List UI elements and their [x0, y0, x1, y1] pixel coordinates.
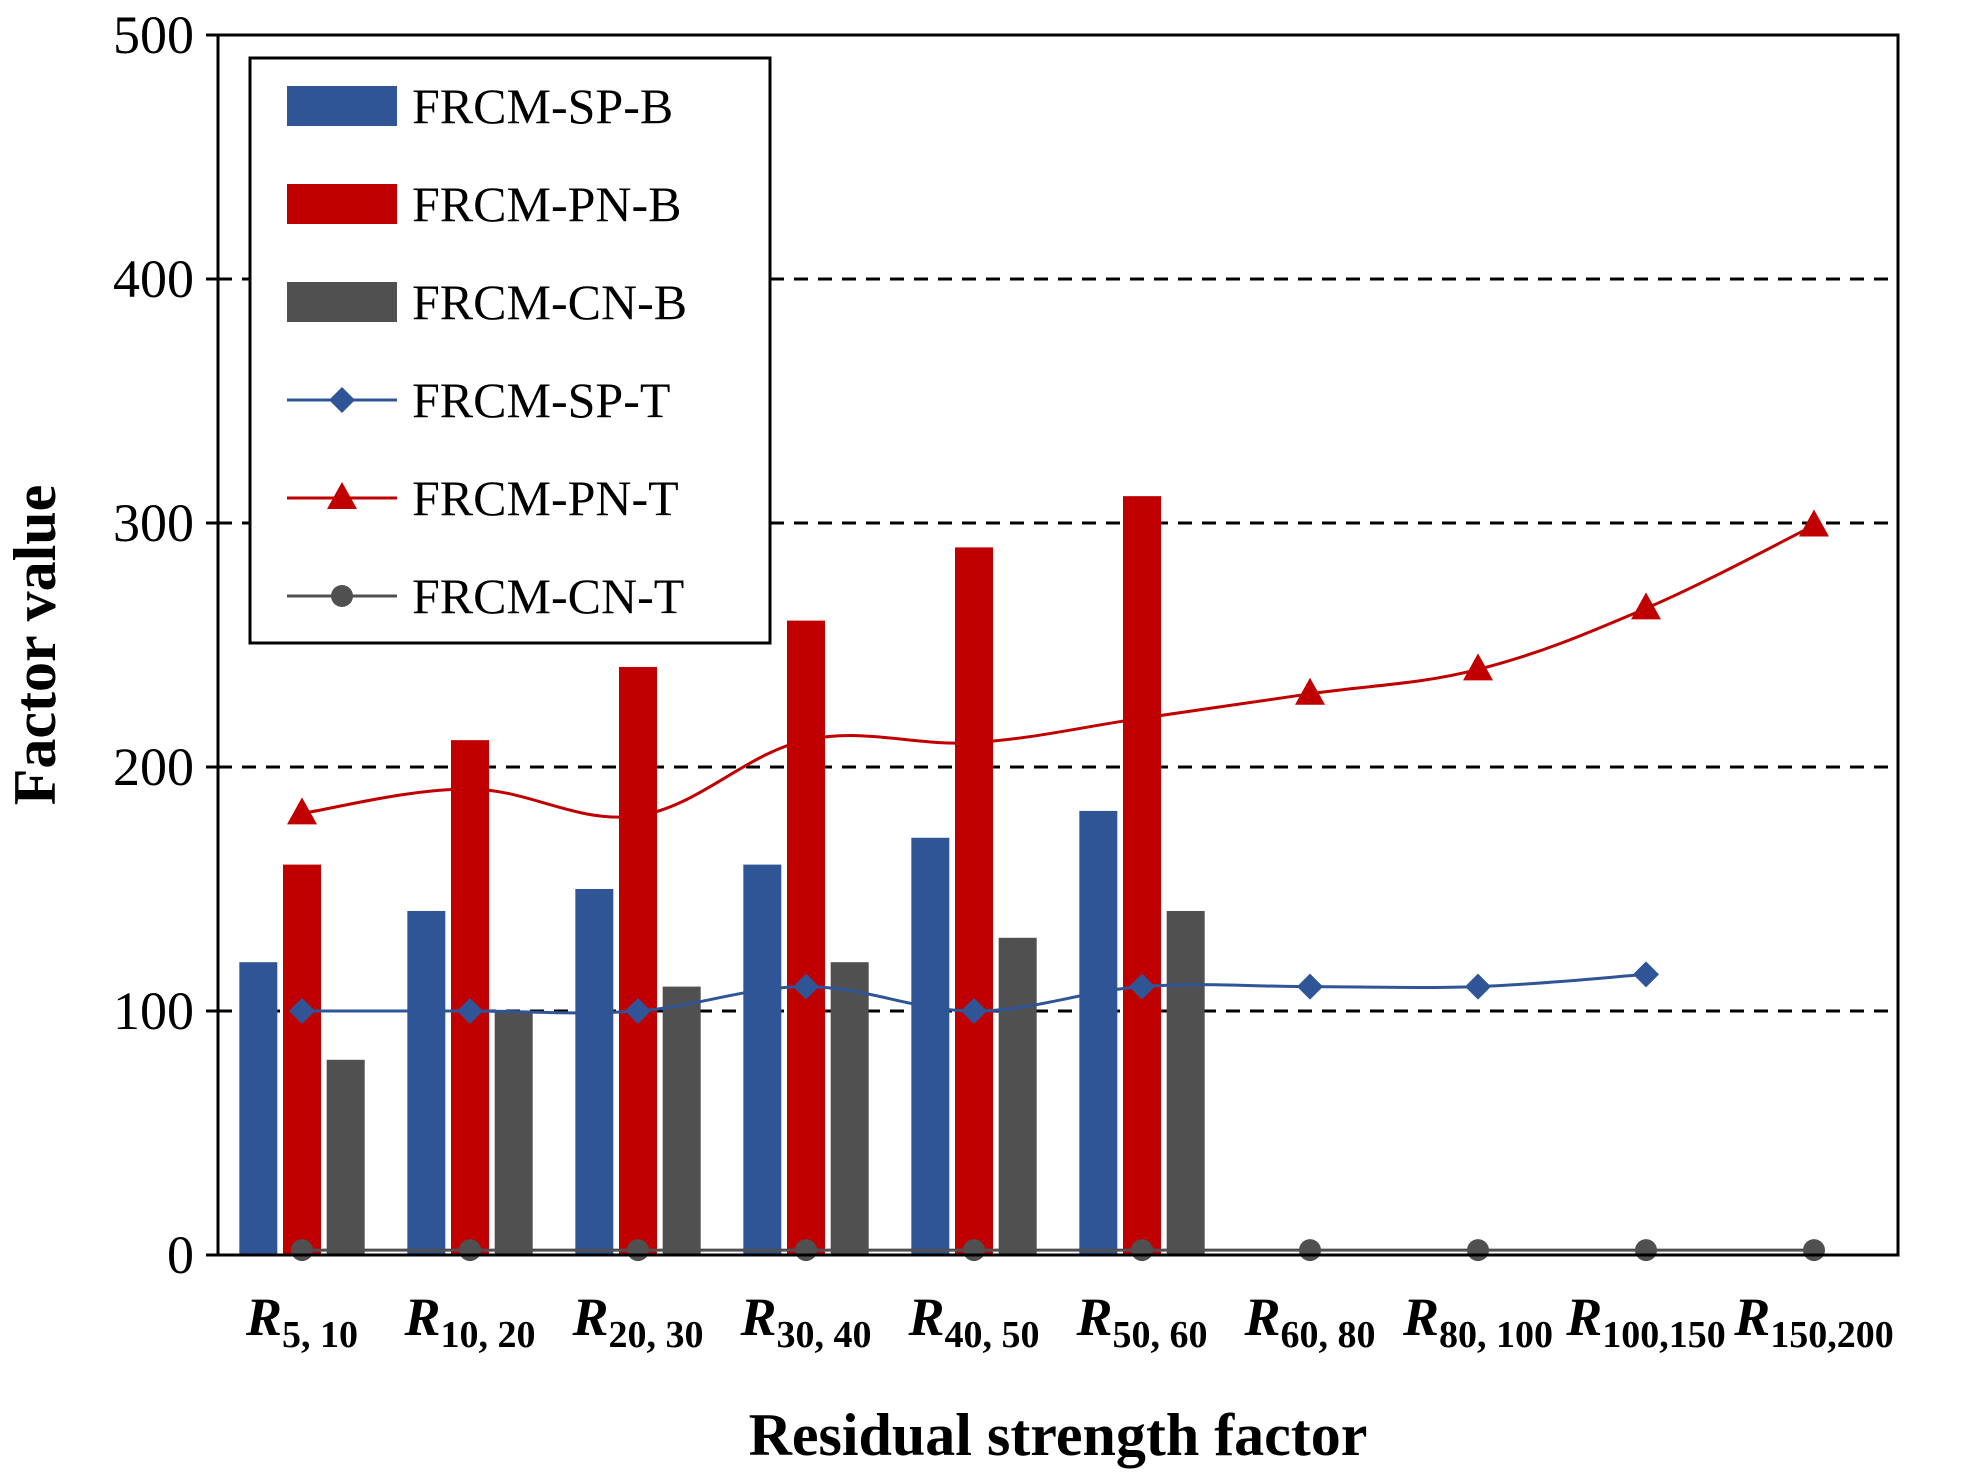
point-frcm-pn-t: [1463, 653, 1493, 681]
point-frcm-sp-t: [625, 998, 651, 1024]
point-frcm-sp-t: [793, 973, 819, 1000]
bar-frcm-pn-b: [619, 666, 657, 1255]
y-tick-label: 0: [167, 1225, 194, 1285]
point-frcm-sp-t: [457, 998, 483, 1024]
axis-ticks: [206, 33, 218, 1257]
point-frcm-sp-t: [1465, 973, 1491, 1000]
point-frcm-cn-t: [1467, 1239, 1489, 1262]
legend-box: [248, 56, 772, 645]
bar-frcm-sp-b: [911, 837, 950, 1255]
bar-frcm-pn-b: [955, 547, 993, 1255]
x-tick-label: R50, 60: [1075, 1287, 1207, 1356]
point-frcm-sp-t: [1129, 973, 1155, 1000]
bar-frcm-pn-b: [283, 864, 321, 1255]
y-tick-label: 200: [113, 737, 194, 797]
point-frcm-cn-t: [795, 1239, 817, 1262]
plot-frame: [216, 33, 1900, 1257]
bar-frcm-sp-b: [239, 962, 278, 1255]
bar-frcm-cn-b: [830, 962, 869, 1255]
point-frcm-pn-t: [623, 799, 653, 827]
legend: FRCM-SP-B FRCM-PN-B FRCM-CN-B FRCM-SP-T FRCM…: [248, 56, 772, 645]
bar-frcm-sp-b: [407, 910, 446, 1255]
legend-marker-frcm-cn-t: [331, 585, 353, 607]
y-tick-label: 100: [113, 981, 194, 1041]
point-frcm-pn-t: [455, 772, 485, 800]
legend-swatch-frcm-sp-b: [287, 86, 397, 126]
bar-frcm-pn-b: [1123, 496, 1161, 1255]
y-tick-label: 400: [113, 249, 194, 309]
legend-marker-frcm-pn-t: [327, 482, 357, 509]
point-frcm-sp-t: [1297, 973, 1323, 1000]
bar-frcm-sp-b: [575, 889, 614, 1255]
line-series: [287, 509, 1829, 1262]
bar-frcm-pn-b: [787, 620, 825, 1255]
x-tick-label: R30, 40: [739, 1287, 871, 1356]
bar-frcm-cn-b: [326, 1059, 365, 1255]
line-frcm-pn-t: [301, 524, 1815, 819]
x-tick-labels: R5, 10 R10, 20 R20, 30 R30, 40 R40, 50 R50, 6…: [245, 1287, 1894, 1356]
point-frcm-cn-t: [459, 1239, 481, 1262]
x-tick-label: R10, 20: [403, 1287, 535, 1356]
bar-frcm-cn-b: [1166, 910, 1205, 1255]
point-frcm-pn-t: [959, 726, 989, 754]
point-frcm-cn-t: [1299, 1239, 1321, 1262]
point-frcm-cn-t: [1803, 1239, 1825, 1262]
legend-label: FRCM-SP-B: [412, 78, 673, 134]
point-frcm-cn-t: [1131, 1239, 1153, 1262]
point-frcm-pn-t: [1295, 677, 1325, 705]
legend-label: FRCM-PN-B: [412, 176, 682, 232]
point-frcm-sp-t: [1633, 961, 1659, 988]
gridlines: [218, 277, 1898, 1013]
bar-frcm-cn-b: [662, 986, 701, 1255]
bar-frcm-pn-b: [451, 740, 489, 1255]
bar-frcm-sp-b: [743, 864, 782, 1255]
y-tick-label: 300: [113, 493, 194, 553]
legend-label: FRCM-SP-T: [412, 372, 670, 428]
legend-swatch-frcm-cn-b: [287, 282, 397, 322]
y-axis-title: Factor value: [2, 485, 68, 805]
legend-label: FRCM-PN-T: [412, 470, 679, 526]
legend-swatch-frcm-pn-b: [287, 184, 397, 224]
bars: [239, 496, 1205, 1255]
y-tick-labels: 0 100 200 300 400 500: [113, 5, 194, 1285]
x-tick-label: R80, 100: [1402, 1287, 1553, 1356]
point-frcm-cn-t: [963, 1239, 985, 1262]
point-frcm-pn-t: [1631, 592, 1661, 620]
point-frcm-pn-t: [1799, 509, 1829, 537]
point-frcm-cn-t: [627, 1239, 649, 1262]
x-tick-label: R40, 50: [907, 1287, 1039, 1356]
x-tick-label: R100,150: [1565, 1287, 1726, 1356]
point-frcm-pn-t: [791, 724, 821, 752]
point-frcm-pn-t: [287, 797, 317, 825]
bar-frcm-cn-b: [494, 1011, 533, 1255]
y-tick-label: 500: [113, 5, 194, 65]
x-tick-label: R20, 30: [571, 1287, 703, 1356]
bar-frcm-sp-b: [1079, 810, 1118, 1255]
x-tick-label: R150,200: [1733, 1287, 1894, 1356]
x-axis-title: Residual strength factor: [749, 1402, 1368, 1468]
legend-label: FRCM-CN-T: [412, 568, 684, 624]
point-frcm-sp-t: [289, 998, 315, 1024]
point-frcm-pn-t: [1127, 702, 1157, 730]
legend-marker-frcm-sp-t: [329, 387, 355, 413]
bar-frcm-cn-b: [998, 937, 1037, 1255]
point-frcm-cn-t: [1635, 1239, 1657, 1262]
x-tick-label: R5, 10: [245, 1287, 358, 1356]
point-frcm-sp-t: [961, 998, 987, 1024]
point-frcm-cn-t: [291, 1239, 313, 1262]
legend-label: FRCM-CN-B: [412, 274, 687, 330]
x-tick-label: R60, 80: [1243, 1287, 1375, 1356]
